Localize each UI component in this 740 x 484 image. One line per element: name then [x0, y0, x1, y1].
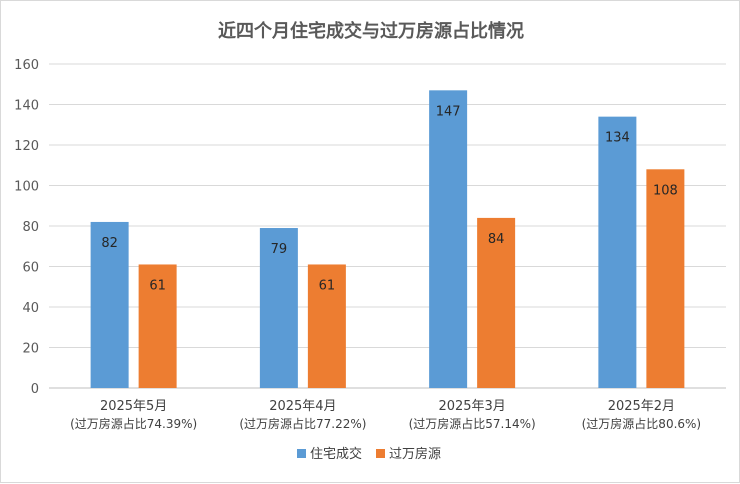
y-tick-label: 80	[22, 220, 39, 235]
bar-residential-0	[90, 221, 129, 388]
legend: 住宅成交 过万房源	[297, 446, 441, 462]
data-label: 134	[605, 131, 630, 146]
y-tick-label: 20	[22, 342, 39, 357]
legend-label: 住宅成交	[310, 446, 362, 462]
legend-swatch	[297, 449, 306, 458]
y-tick-label: 60	[22, 261, 39, 276]
data-label: 84	[488, 232, 505, 247]
y-tick-label: 140	[14, 99, 39, 114]
data-label: 147	[436, 104, 461, 119]
bar-residential-2	[429, 90, 468, 388]
legend-label: 过万房源	[389, 446, 441, 462]
x-tick-note: (过万房源占比57.14%)	[409, 416, 536, 431]
x-tick-label: 2025年3月	[438, 399, 505, 414]
bar-residential-3	[598, 116, 637, 389]
y-tick-label: 120	[14, 139, 39, 154]
y-tick-label: 40	[22, 301, 39, 316]
x-tick-note: (过万房源占比77.22%)	[239, 416, 366, 431]
data-label: 108	[653, 183, 678, 198]
bar-over-10k-3	[646, 169, 685, 388]
data-label: 61	[319, 278, 336, 293]
data-label: 61	[149, 278, 166, 293]
x-tick-label: 2025年5月	[100, 399, 167, 414]
bars: 82 61 79 61 147 84 134 108	[90, 90, 685, 389]
bar-over-10k-2	[477, 217, 516, 388]
legend-swatch	[376, 449, 385, 458]
data-label: 79	[271, 242, 288, 257]
y-tick-label: 100	[14, 180, 39, 195]
x-tick-note: (过万房源占比74.39%)	[70, 416, 197, 431]
x-tick-label: 2025年4月	[269, 399, 336, 414]
chart-title: 近四个月住宅成交与过万房源占比情况	[218, 20, 524, 42]
bar-over-10k-1	[307, 264, 346, 388]
y-axis: 0 20 40 60 80 100 120 140 160	[14, 58, 39, 397]
y-tick-label: 160	[14, 58, 39, 73]
bar-over-10k-0	[138, 264, 177, 388]
y-tick-label: 0	[31, 382, 39, 397]
data-label: 82	[101, 236, 118, 251]
x-axis: 2025年5月 (过万房源占比74.39%) 2025年4月 (过万房源占比77.22…	[70, 399, 701, 431]
x-tick-label: 2025年2月	[608, 399, 675, 414]
bar-residential-1	[259, 228, 298, 388]
x-tick-note: (过万房源占比80.6%)	[582, 416, 702, 431]
